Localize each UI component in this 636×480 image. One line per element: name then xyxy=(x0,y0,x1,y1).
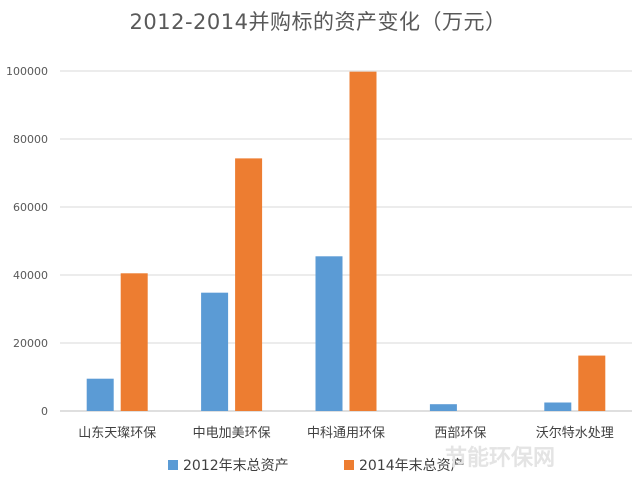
bar-1 xyxy=(315,256,343,411)
bar-2 xyxy=(349,71,377,412)
x-category-label: 中科通用环保 xyxy=(307,426,385,441)
bars xyxy=(86,71,606,412)
bar-1 xyxy=(86,378,114,411)
x-axis-categories: 山东天璨环保 中电加美环保 中科通用环保 西部环保 沃尔特水处理 xyxy=(78,426,614,441)
y-tick-label: 20000 xyxy=(13,337,48,350)
bar-2 xyxy=(120,273,148,411)
legend: 2012年末总资产 2014年末总资产 xyxy=(168,458,465,474)
gridlines xyxy=(60,70,632,412)
chart-title: 2012-2014并购标的资产变化（万元） xyxy=(129,10,507,34)
x-category-label: 山东天璨环保 xyxy=(78,426,156,441)
y-tick-label: 60000 xyxy=(13,201,48,214)
bar-2 xyxy=(578,355,606,411)
legend-label: 2012年末总资产 xyxy=(183,458,289,474)
x-category-label: 中电加美环保 xyxy=(193,426,271,441)
bar-1 xyxy=(201,292,229,411)
watermark-text: 节能环保网 xyxy=(445,445,555,471)
x-category-label: 西部环保 xyxy=(434,426,486,441)
y-tick-label: 40000 xyxy=(13,269,48,282)
y-tick-label: 100000 xyxy=(6,65,48,78)
bar-1 xyxy=(544,402,572,411)
y-tick-label: 80000 xyxy=(13,133,48,146)
legend-swatch xyxy=(168,460,178,470)
bar-2 xyxy=(235,158,263,411)
x-category-label: 沃尔特水处理 xyxy=(536,426,614,441)
bar-1 xyxy=(429,404,457,411)
y-axis-ticks: 0 20000 40000 60000 80000 100000 xyxy=(6,65,48,418)
legend-swatch xyxy=(344,460,354,470)
y-tick-label: 0 xyxy=(41,405,48,418)
legend-label: 2014年末总资产 xyxy=(359,458,465,474)
